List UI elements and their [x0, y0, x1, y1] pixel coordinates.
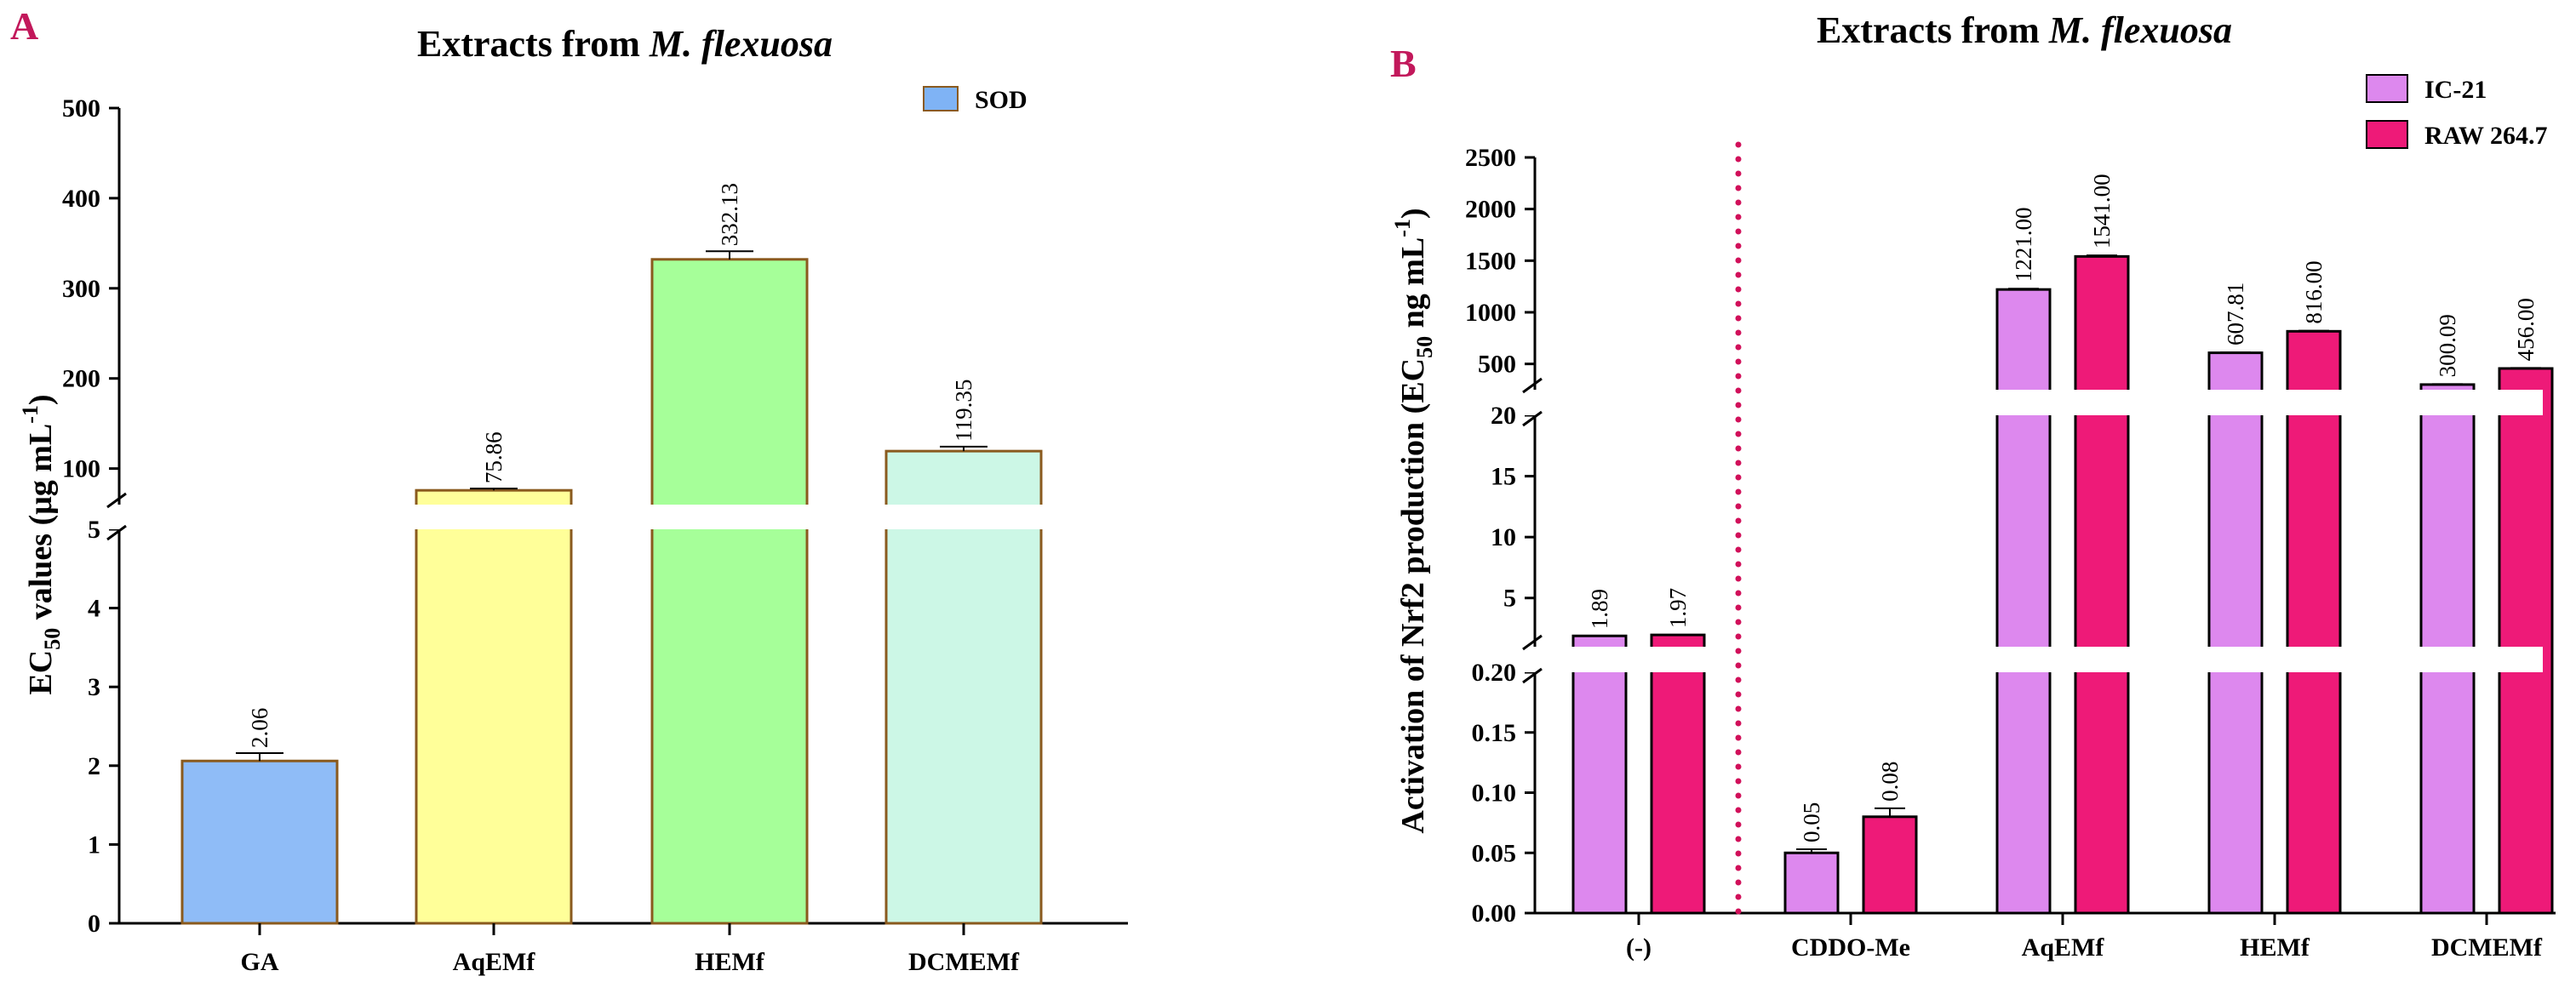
legend-label: RAW 264.7 — [2424, 122, 2547, 150]
bar — [1862, 815, 1918, 915]
y-tick-label: 0.00 — [1472, 899, 1517, 928]
data-label: 300.09 — [2435, 314, 2460, 377]
bar — [1650, 633, 1706, 915]
x-tick-label: AqEMf — [453, 948, 536, 976]
data-label: 1541.00 — [2089, 174, 2115, 248]
x-tick-label: GA — [241, 948, 279, 976]
panel-a-letter: A — [10, 4, 38, 48]
data-label: 1.97 — [1665, 588, 1691, 628]
bar — [1571, 634, 1628, 915]
y-tick-label: 2 — [88, 752, 100, 780]
bar — [2207, 351, 2264, 915]
bar — [1995, 288, 2052, 915]
panel-b-plot: 0.00 0.05 0.10 0.15 0.20 5 10 15 20 500 1000 1500 20… — [1465, 74, 2556, 962]
y-tick-label: 200 — [62, 365, 100, 393]
panel-b-title: Extracts from M. flexuosa — [1817, 9, 2232, 51]
data-label: 0.05 — [1799, 802, 1824, 842]
x-tick-label: AqEMf — [2022, 933, 2105, 962]
panel-a-title: Extracts from M. flexuosa — [417, 23, 833, 65]
panel-b-y-axis-label: Activation of Nrf2 production (EC50 ng m… — [1390, 208, 1437, 833]
data-label: 119.35 — [951, 380, 976, 442]
y-tick-label: 3 — [88, 673, 100, 701]
data-label: 456.00 — [2513, 298, 2539, 361]
y-tick-label: 0.10 — [1472, 779, 1517, 808]
bar — [2286, 329, 2342, 915]
y-tick-label: 5 — [88, 516, 100, 544]
axis-break-mark — [106, 492, 127, 509]
y-tick-label: 1 — [88, 831, 100, 859]
data-label: 816.00 — [2301, 260, 2327, 323]
y-tick-label: 0.20 — [1472, 659, 1517, 687]
data-label: 75.86 — [481, 431, 507, 483]
data-label: 1.89 — [1587, 589, 1612, 629]
y-tick-label: 0 — [88, 910, 100, 938]
axis-break-mark — [1522, 410, 1543, 427]
axis-break-mark — [1522, 634, 1543, 651]
y-tick-label: 15 — [1491, 463, 1516, 491]
x-tick-label: (-) — [1626, 933, 1652, 962]
x-tick-label: CDDO-Me — [1791, 933, 1910, 962]
data-label: 332.13 — [717, 183, 742, 246]
bar — [2498, 367, 2554, 915]
y-tick-label: 400 — [62, 185, 100, 213]
y-tick-label: 2000 — [1465, 196, 1516, 224]
data-label: 607.81 — [2223, 283, 2248, 345]
y-tick-label: 2500 — [1465, 144, 1516, 172]
legend-swatch — [2366, 74, 2408, 103]
y-tick-label: 100 — [62, 455, 100, 483]
axis-break-mark — [106, 524, 127, 541]
y-tick-label: 4 — [88, 595, 100, 623]
panel-a-plot: 0 1 2 3 4 5 100 200 300 400 500 2.06 GA 75.86 AqEMf 332… — [62, 86, 1128, 976]
panel-a-y-axis-label: EC50 values (μg mL-1) — [18, 394, 65, 694]
bar — [1783, 851, 1840, 915]
y-tick-label: 0.05 — [1472, 839, 1517, 867]
bar — [180, 759, 339, 925]
y-tick-label: 500 — [62, 94, 100, 123]
y-tick-label: 500 — [1478, 351, 1516, 379]
y-tick-label: 20 — [1491, 402, 1516, 430]
data-label: 0.08 — [1877, 762, 1903, 802]
legend-swatch — [923, 86, 959, 111]
y-tick-label: 0.15 — [1472, 719, 1517, 747]
y-tick-label: 5 — [1503, 585, 1516, 613]
data-label: 1221.00 — [2011, 207, 2036, 282]
bar — [415, 488, 573, 925]
y-tick-label: 1000 — [1465, 299, 1516, 327]
axis-break-mark — [1522, 667, 1543, 684]
y-tick-label: 300 — [62, 275, 100, 303]
legend-label: IC-21 — [2424, 76, 2487, 104]
legend-swatch — [2366, 120, 2408, 149]
data-label: 2.06 — [247, 708, 272, 748]
bar — [650, 258, 809, 925]
y-tick-label: 1500 — [1465, 247, 1516, 275]
legend-label: SOD — [975, 86, 1028, 114]
x-tick-label: DCMEMf — [2431, 933, 2543, 962]
y-tick-label: 10 — [1491, 523, 1516, 551]
axis-break-mark — [1522, 377, 1543, 394]
axis-break-gap — [1521, 647, 2543, 672]
bar — [2074, 254, 2130, 915]
x-tick-label: HEMf — [695, 948, 765, 976]
axis-break-gap — [106, 505, 1119, 529]
x-tick-label: DCMEMf — [908, 948, 1020, 976]
axis-break-gap — [1521, 390, 2543, 415]
panel-b-letter: B — [1390, 42, 1417, 85]
x-tick-label: HEMf — [2240, 933, 2310, 962]
